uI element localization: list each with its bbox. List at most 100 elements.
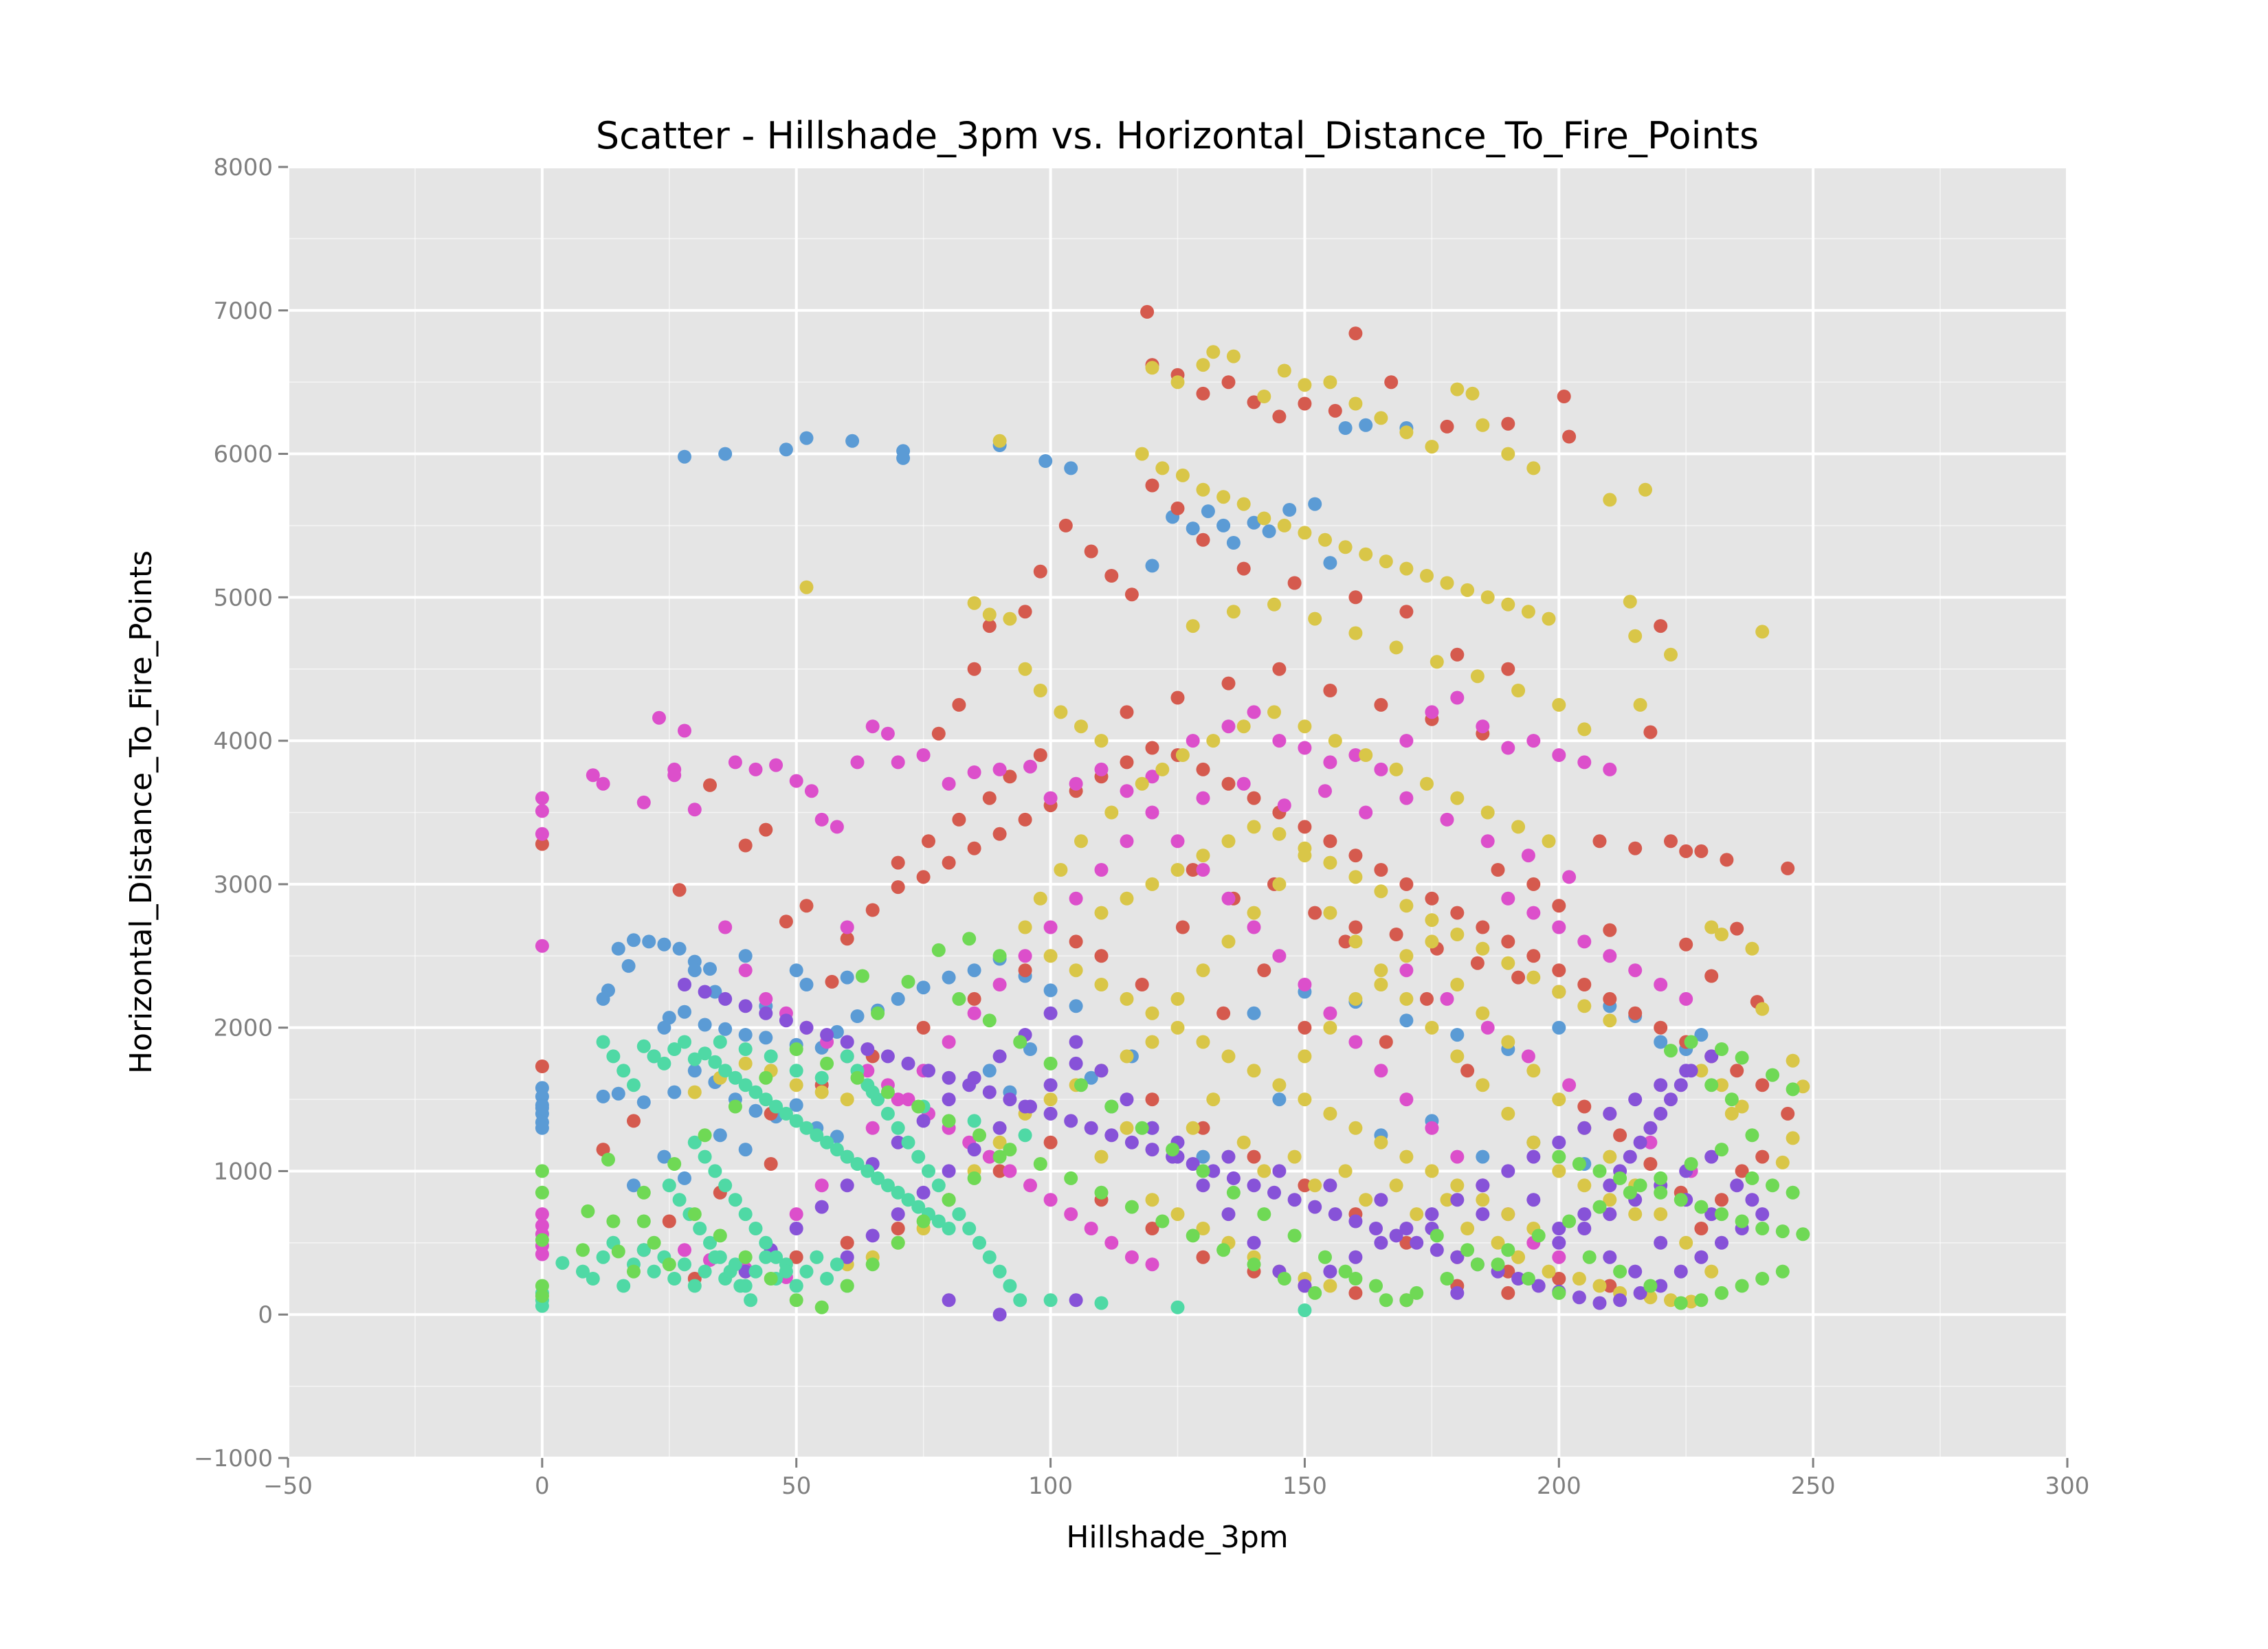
data-point [1654, 978, 1668, 991]
data-point [799, 1020, 814, 1035]
data-point [1170, 375, 1185, 390]
data-point [1104, 1099, 1119, 1114]
data-point [1247, 1064, 1261, 1078]
data-point [1603, 493, 1617, 507]
data-point [1018, 949, 1032, 963]
data-point [967, 765, 981, 779]
data-point [1236, 561, 1251, 576]
data-point [967, 596, 981, 610]
data-point [1638, 482, 1652, 497]
data-point [1755, 1078, 1770, 1092]
data-point [1145, 770, 1159, 784]
data-point [860, 1164, 875, 1178]
data-point [744, 1293, 758, 1308]
data-point [1226, 536, 1241, 550]
data-point [789, 1222, 803, 1235]
data-point [799, 978, 814, 991]
data-point [1323, 906, 1337, 920]
data-point [1603, 949, 1617, 963]
data-point [992, 949, 1007, 963]
data-point [718, 920, 733, 934]
data-point [1018, 812, 1032, 827]
data-point [1135, 1121, 1149, 1135]
data-point [1724, 1092, 1739, 1107]
data-point [1298, 978, 1312, 991]
data-point [1145, 478, 1159, 493]
data-point [535, 1247, 549, 1261]
data-point [1623, 1149, 1637, 1164]
data-point [718, 1064, 733, 1078]
data-point [779, 1013, 793, 1028]
data-point [627, 1264, 641, 1279]
data-point [1745, 1128, 1759, 1143]
data-point [1170, 501, 1185, 515]
data-point [662, 1257, 676, 1272]
data-point [1592, 1200, 1607, 1214]
data-point [1257, 963, 1271, 978]
data-point [535, 837, 549, 851]
data-point [1267, 597, 1281, 612]
data-point [1552, 1092, 1566, 1107]
data-point [1084, 1070, 1098, 1085]
x-tick-label: 150 [1282, 1472, 1327, 1500]
data-point [1633, 1135, 1647, 1149]
data-point [1613, 1264, 1627, 1279]
data-point [789, 1078, 803, 1092]
data-point [1323, 684, 1337, 697]
data-point [1654, 1171, 1668, 1185]
data-point [1196, 863, 1210, 877]
data-point [1450, 906, 1465, 920]
data-point [1338, 934, 1353, 949]
data-point [1323, 755, 1337, 770]
data-point [1384, 375, 1399, 390]
data-point [1425, 1121, 1439, 1135]
data-point [693, 1222, 707, 1235]
data-point [728, 755, 742, 770]
data-point [789, 1064, 803, 1078]
data-point [1348, 849, 1363, 863]
data-point [1399, 949, 1414, 963]
data-point [1664, 834, 1678, 849]
data-point [1374, 1064, 1388, 1078]
data-point [1399, 1235, 1414, 1250]
data-point [1526, 1064, 1541, 1078]
data-point [672, 1193, 687, 1207]
data-point [611, 941, 625, 956]
data-point [1480, 805, 1495, 820]
data-point [1460, 1243, 1475, 1257]
data-point [703, 962, 717, 976]
data-point [982, 1064, 997, 1078]
data-point [1120, 784, 1134, 798]
data-point [1603, 1193, 1617, 1207]
data-point [1491, 863, 1505, 877]
data-point [713, 1128, 727, 1143]
data-point [627, 933, 641, 947]
data-point [814, 1178, 829, 1193]
data-point [535, 1121, 549, 1135]
data-point [1531, 1279, 1546, 1293]
data-point [1501, 934, 1515, 949]
data-point [1501, 1106, 1515, 1121]
data-point [1033, 684, 1047, 697]
data-point [1476, 418, 1490, 432]
data-point [667, 1085, 682, 1099]
data-point [1501, 956, 1515, 970]
data-point [810, 1250, 824, 1264]
data-point [1389, 1178, 1403, 1193]
data-point [967, 1171, 981, 1185]
data-point [1348, 748, 1363, 762]
data-point [1664, 1092, 1678, 1107]
data-point [1328, 1207, 1342, 1222]
data-point [1704, 969, 1719, 983]
data-point [678, 1005, 691, 1019]
data-point [1399, 605, 1414, 619]
data-point [1654, 1035, 1668, 1049]
data-point [1257, 1207, 1271, 1222]
data-point [636, 1243, 651, 1257]
data-point [1476, 941, 1490, 956]
data-point [1552, 963, 1566, 978]
data-point [850, 1009, 865, 1023]
data-point [865, 719, 880, 734]
data-point [1323, 1279, 1337, 1293]
data-point [1236, 497, 1251, 511]
